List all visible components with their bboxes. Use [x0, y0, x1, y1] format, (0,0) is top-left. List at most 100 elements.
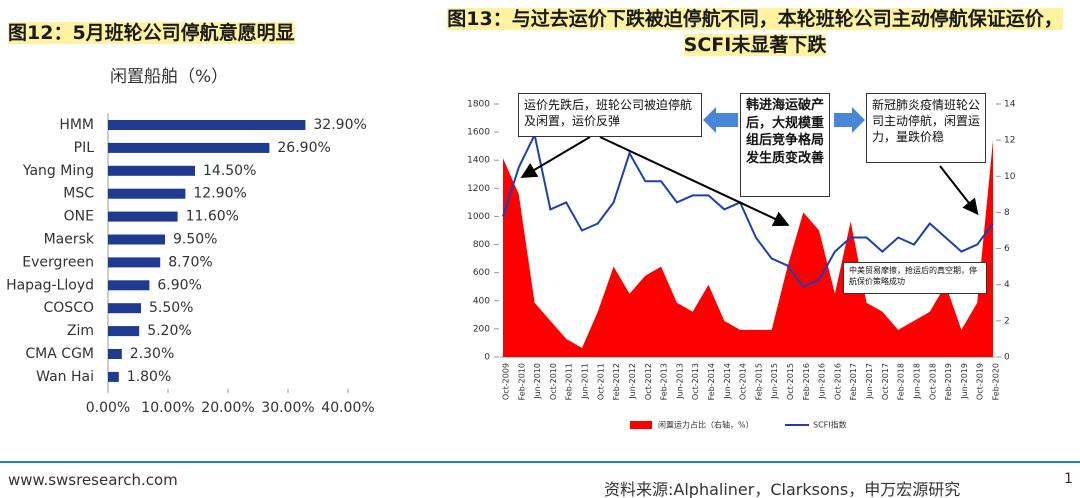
chart-title: 图13：与过去运价下跌被迫停航不同，本轮班轮公司主动停航保证运价，SCFI未显著…: [440, 6, 1070, 58]
x-tick-label: Oct-2018: [928, 363, 937, 400]
x-tick-label: Feb-2020: [992, 363, 1001, 400]
website: www.swsresearch.com: [8, 471, 178, 489]
bar: [108, 165, 195, 176]
legend-swatch: [630, 421, 652, 429]
arrow: [834, 107, 865, 133]
category-label: MSC: [63, 186, 94, 202]
x-tick-label: Feb-2017: [849, 363, 858, 400]
value-label: 6.90%: [157, 277, 201, 293]
chart-title-text: 图13：与过去运价下跌被迫停航不同，本轮班轮公司主动停航保证运价，SCFI未显著…: [447, 8, 1063, 56]
source: 资料来源:Alphaliner，Clarksons，申万宏源研究: [604, 480, 961, 498]
category-label: Hapag-Lloyd: [6, 277, 94, 293]
x-tick-label: Oct-2019: [976, 363, 985, 400]
y-tick-label: 1800: [467, 100, 490, 110]
x-tick-label: Jun-2010: [533, 363, 542, 400]
x-tick-label: Feb-2019: [944, 363, 953, 400]
bar: [108, 257, 161, 268]
x-tick-label: Oct-2011: [596, 363, 605, 400]
x-tick-label: Feb-2015: [754, 363, 763, 400]
x-tick-label: 30.00%: [261, 400, 314, 416]
annotation: 新冠肺炎疫情班轮公司主动停航，闲置运力，量跌价稳: [866, 93, 986, 163]
category-label: CMA CGM: [25, 346, 94, 362]
x-tick-label: Feb-2013: [660, 363, 669, 400]
x-tick-label: 40.00%: [321, 400, 374, 416]
x-tick-label: Jun-2016: [818, 363, 827, 400]
x-tick-label: Oct-2012: [644, 363, 653, 400]
y-tick-label: 600: [473, 268, 490, 278]
annotation: 中美贸易摩擦，抢运后的真空期，停航保价策略成功: [843, 262, 987, 294]
y-tick-label: 1200: [467, 184, 490, 194]
y2-tick-label: 8: [1004, 208, 1010, 218]
category-label: PIL: [74, 140, 95, 156]
y2-tick-label: 2: [1004, 316, 1010, 326]
area: [503, 140, 993, 357]
x-tick-label: Feb-2018: [897, 363, 906, 400]
y2-tick-label: 4: [1004, 280, 1010, 290]
bar: [108, 188, 186, 199]
y-tick-label: 0: [484, 353, 490, 363]
x-tick-label: Jun-2013: [675, 363, 684, 400]
value-label: 14.50%: [203, 163, 256, 179]
x-tick-label: Oct-2016: [833, 363, 842, 400]
y-tick-label: 200: [473, 324, 490, 334]
y2-tick-label: 10: [1004, 172, 1016, 182]
x-tick-label: Oct-2013: [691, 363, 700, 400]
x-tick-label: Feb-2010: [517, 363, 526, 400]
x-tick-label: Oct-2010: [549, 363, 558, 400]
y-tick-label: 1000: [467, 212, 490, 222]
x-tick-label: Oct-2017: [881, 363, 890, 400]
annotation: 运价先跌后，班轮公司被迫停航及闲置，运价反弹: [518, 93, 702, 137]
line: [502, 131, 994, 288]
value-label: 5.50%: [149, 300, 193, 316]
x-tick-label: Jun-2011: [581, 363, 590, 400]
x-tick-label: Oct-2015: [786, 363, 795, 400]
category-label: Evergreen: [22, 254, 94, 270]
bar: [108, 120, 306, 130]
x-tick-label: Jun-2012: [628, 363, 637, 400]
bar: [108, 303, 141, 314]
category-label: Zim: [67, 323, 94, 339]
category-label: ONE: [64, 209, 94, 225]
x-tick-label: Jun-2014: [723, 363, 732, 400]
x-tick-label: Jun-2017: [865, 363, 874, 400]
x-tick-label: Feb-2011: [565, 363, 574, 400]
category-label: HMM: [59, 117, 94, 133]
page-number: 1: [1064, 471, 1073, 487]
x-tick-label: Oct-2009: [502, 363, 511, 400]
x-tick-label: Jun-2018: [912, 363, 921, 400]
value-label: 8.70%: [168, 254, 212, 270]
value-label: 9.50%: [173, 232, 217, 248]
x-tick-label: Oct-2014: [739, 363, 748, 400]
annotation: 韩进海运破产后，大规模重组后竞争格局发生质变改善: [740, 93, 830, 197]
y2-tick-label: 6: [1004, 244, 1010, 254]
value-label: 32.90%: [313, 117, 366, 133]
value-label: 5.20%: [147, 323, 191, 339]
legend-label: SCFI指数: [813, 420, 847, 430]
value-label: 12.90%: [193, 186, 246, 202]
chart-title: 图12：5月班轮公司停航意愿明显: [8, 18, 295, 45]
value-label: 11.60%: [186, 209, 239, 225]
y2-tick-label: 14: [1004, 100, 1016, 110]
y2-tick-label: 0: [1004, 353, 1010, 363]
x-tick-label: Feb-2012: [612, 363, 621, 400]
pointer-arrows: [520, 136, 979, 227]
category-label: Wan Hai: [36, 369, 94, 385]
y2-tick-label: 12: [1004, 136, 1015, 146]
value-label: 26.90%: [277, 140, 330, 156]
chart-title-text: 图12：5月班轮公司停航意愿明显: [8, 22, 295, 44]
bar: [108, 371, 119, 382]
x-tick-label: 10.00%: [141, 400, 194, 416]
x-tick-label: Jun-2019: [960, 363, 969, 400]
category-label: Maersk: [44, 232, 95, 248]
value-label: 2.30%: [130, 346, 174, 362]
category-label: COSCO: [44, 300, 94, 316]
value-label: 1.80%: [127, 369, 171, 385]
y-tick-label: 400: [473, 296, 490, 306]
bar: [108, 211, 178, 222]
legend-label: 闲置运力占比（右轴，%）: [658, 420, 754, 430]
bar: [108, 142, 270, 153]
bar: [108, 326, 140, 337]
x-tick-label: Feb-2014: [707, 363, 716, 400]
